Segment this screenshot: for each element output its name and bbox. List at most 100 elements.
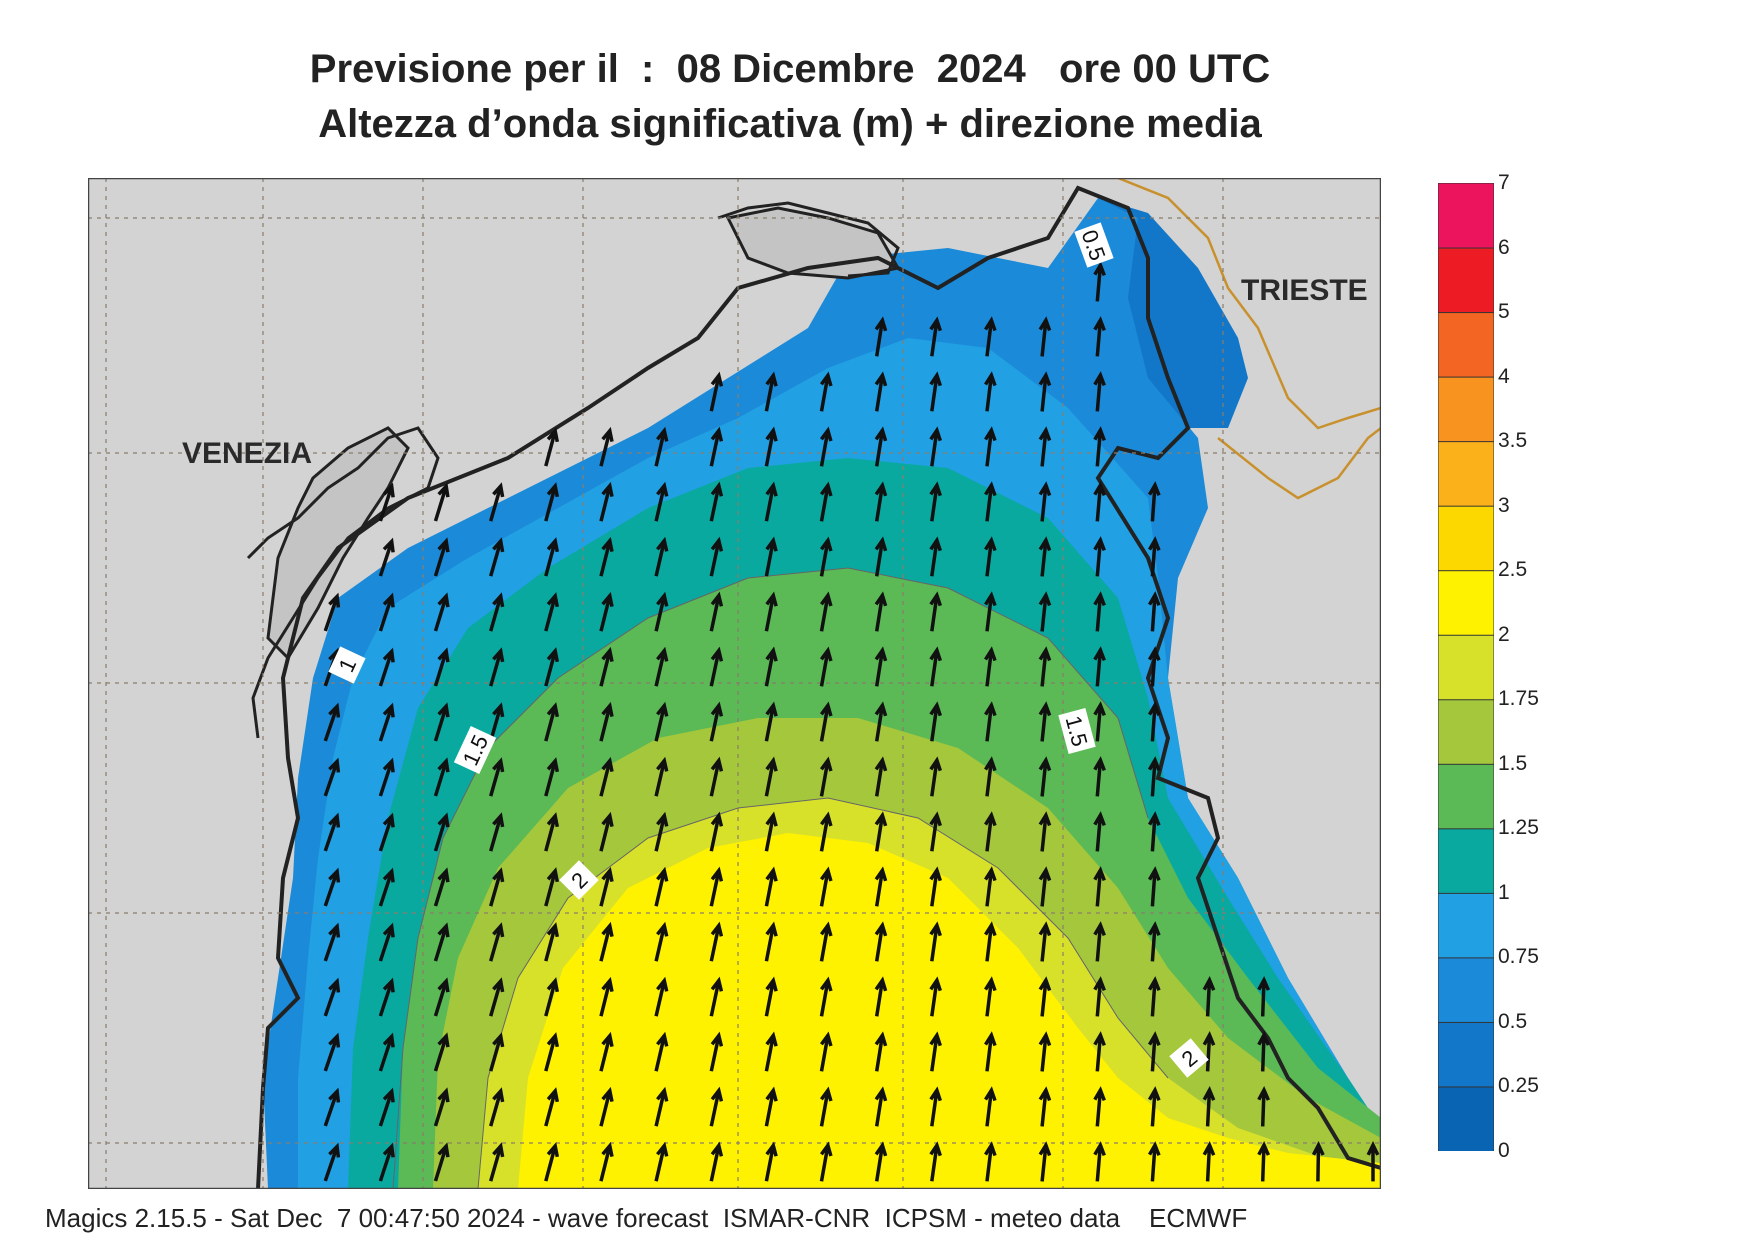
wave-direction-arrow bbox=[544, 647, 560, 687]
wave-direction-arrow bbox=[433, 702, 450, 742]
wave-direction-arrow bbox=[323, 757, 341, 797]
contour-lines bbox=[392, 567, 1169, 1190]
colorbar-tick-label: 1.75 bbox=[1498, 687, 1539, 711]
wave-direction-arrow bbox=[709, 1141, 724, 1182]
wave-direction-arrow bbox=[1038, 811, 1052, 852]
wave-direction-arrow bbox=[378, 1087, 395, 1127]
colorbar-segment bbox=[1438, 247, 1494, 314]
wave-direction-arrow bbox=[764, 921, 778, 962]
wave-direction-arrow bbox=[1257, 1085, 1271, 1127]
wave-direction-arrow bbox=[819, 426, 833, 467]
wave-direction-arrow bbox=[1202, 1030, 1216, 1072]
wave-direction-arrow bbox=[874, 536, 888, 577]
coastline-venice bbox=[246, 426, 440, 739]
wave-direction-arrow bbox=[709, 866, 724, 907]
wave-direction-arrow bbox=[1202, 1085, 1216, 1127]
wave-direction-arrow bbox=[489, 647, 505, 687]
wave-direction-arrow bbox=[1093, 866, 1106, 907]
wave-direction-arrow bbox=[654, 536, 669, 577]
wave-direction-arrow bbox=[819, 1141, 833, 1182]
wave-direction-arrow bbox=[323, 922, 341, 962]
wave-direction-arrow bbox=[709, 371, 724, 412]
colorbar-tick-label: 0.75 bbox=[1498, 945, 1539, 969]
wave-direction-arrow bbox=[599, 756, 614, 797]
colorbar-segment bbox=[1438, 1021, 1494, 1088]
wave-direction-arrow bbox=[489, 1142, 505, 1182]
wave-direction-arrow bbox=[1093, 756, 1106, 797]
wave-direction-arrow bbox=[433, 977, 450, 1017]
wave-direction-arrow bbox=[378, 482, 395, 522]
wave-direction-arrow bbox=[1093, 976, 1106, 1017]
wave-direction-arrow bbox=[819, 1031, 833, 1072]
wave-direction-arrow bbox=[764, 756, 778, 797]
wave-direction-arrow bbox=[819, 756, 833, 797]
map-frame bbox=[87, 177, 1382, 1190]
wave-direction-arrow bbox=[874, 1086, 888, 1127]
wave-direction-arrow bbox=[1038, 481, 1052, 522]
wave-direction-arrow bbox=[599, 1141, 614, 1182]
wave-direction-arrow bbox=[1093, 646, 1106, 687]
wave-direction-arrow bbox=[323, 1142, 341, 1182]
wave-direction-arrow bbox=[323, 1087, 341, 1127]
wave-direction-arrow bbox=[654, 1031, 669, 1072]
wave-direction-arrow bbox=[378, 647, 395, 687]
wave-direction-arrow bbox=[1038, 591, 1052, 632]
wave-direction-arrow bbox=[599, 921, 614, 962]
wave-direction-arrow bbox=[819, 371, 833, 412]
title-line-1: Previsione per il : 08 Dicembre 2024 ore… bbox=[309, 47, 1271, 91]
wave-direction-arrow bbox=[1038, 536, 1052, 577]
wave-direction-arrow bbox=[819, 701, 833, 742]
colorbar-segment bbox=[1438, 634, 1494, 701]
wave-direction-arrow bbox=[654, 646, 669, 687]
wave-direction-arrow bbox=[654, 756, 669, 797]
wave-direction-arrow bbox=[1093, 1031, 1106, 1072]
wave-direction-arrow bbox=[489, 812, 505, 852]
wave-direction-arrow bbox=[929, 646, 942, 687]
wave-direction-arrow bbox=[929, 481, 942, 522]
wave-direction-arrow bbox=[984, 756, 997, 797]
wave-direction-arrow bbox=[1038, 756, 1052, 797]
wave-direction-arrow bbox=[1093, 811, 1106, 852]
wave-direction-arrow bbox=[323, 812, 341, 852]
wave-direction-arrow bbox=[874, 756, 888, 797]
colorbar-segment bbox=[1438, 827, 1494, 894]
wave-direction-arrow bbox=[984, 866, 997, 907]
wave-direction-arrow bbox=[1038, 1031, 1052, 1072]
wave-direction-arrow bbox=[874, 646, 888, 687]
colorbar-tick-label: 0.5 bbox=[1498, 1009, 1528, 1033]
wave-direction-arrow bbox=[819, 646, 833, 687]
wave-direction-arrow bbox=[764, 371, 778, 412]
wave-direction-arrow bbox=[874, 1141, 888, 1182]
wave-direction-arrow bbox=[764, 1031, 778, 1072]
wave-direction-arrow bbox=[599, 646, 614, 687]
wave-direction-arrow bbox=[1311, 1140, 1325, 1182]
colorbar-tick-label: 6 bbox=[1498, 235, 1510, 259]
wave-direction-arrow bbox=[929, 1086, 942, 1127]
wave-direction-arrow bbox=[654, 481, 669, 522]
wave-direction-arrow bbox=[544, 812, 560, 852]
colorbar-tick-label: 7 bbox=[1498, 171, 1510, 194]
wave-direction-arrow bbox=[764, 646, 778, 687]
wave-direction-arrow bbox=[1093, 316, 1106, 357]
wave-direction-arrows bbox=[323, 261, 1380, 1182]
wave-direction-arrow bbox=[1038, 316, 1052, 357]
wave-direction-arrow bbox=[1257, 1030, 1271, 1072]
wave-direction-arrow bbox=[433, 1087, 450, 1127]
wave-direction-arrow bbox=[433, 647, 450, 687]
colorbar-segment bbox=[1438, 763, 1494, 830]
colorbar-tick-label: 1.5 bbox=[1498, 751, 1528, 775]
wave-direction-arrow bbox=[874, 316, 888, 357]
wave-direction-arrow bbox=[599, 1031, 614, 1072]
wave-direction-arrow bbox=[1147, 756, 1161, 797]
wave-direction-arrow bbox=[1093, 1086, 1106, 1127]
wave-direction-arrow bbox=[709, 646, 724, 687]
colorbar-tick-label: 2.5 bbox=[1498, 558, 1528, 582]
wave-direction-arrow bbox=[1257, 975, 1271, 1017]
wave-direction-arrow bbox=[764, 1141, 778, 1182]
wave-direction-arrow bbox=[599, 866, 614, 907]
wave-direction-arrow bbox=[378, 592, 395, 632]
wave-direction-arrow bbox=[378, 977, 395, 1017]
wave-direction-arrow bbox=[1093, 1141, 1106, 1182]
wave-direction-arrow bbox=[709, 921, 724, 962]
wave-direction-arrow bbox=[874, 426, 888, 467]
